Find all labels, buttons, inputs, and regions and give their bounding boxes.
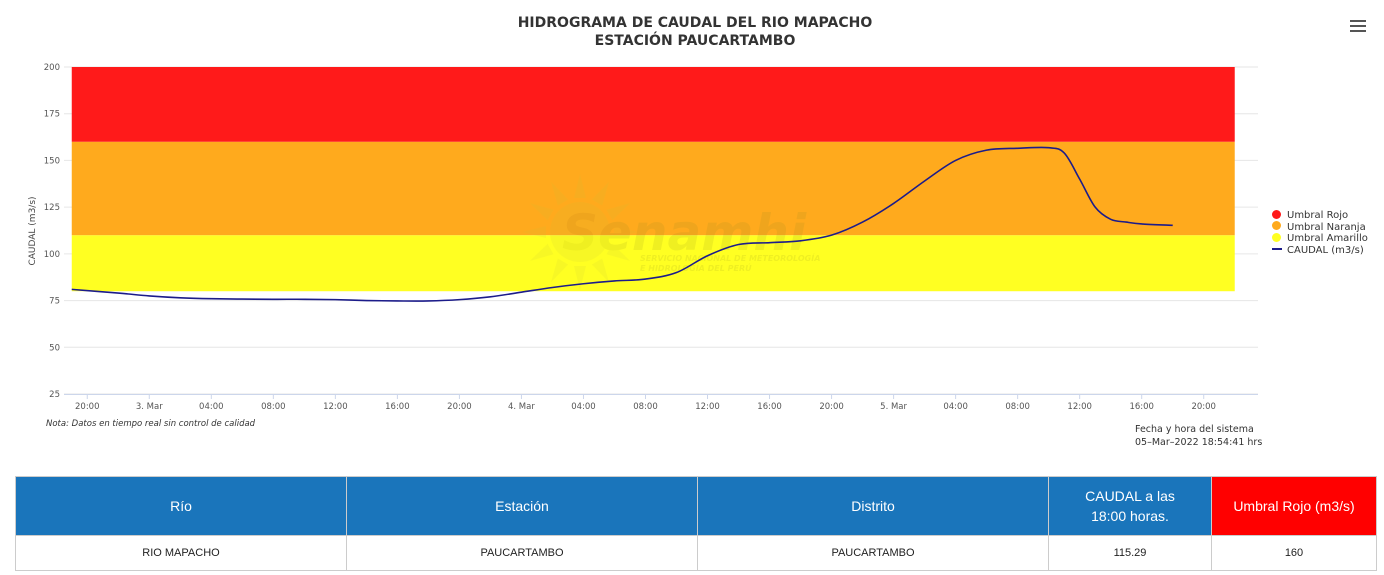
x-tick-label: 20:00 — [75, 402, 100, 412]
x-tick-label: 04:00 — [943, 402, 968, 412]
legend-item-umbral-rojo[interactable]: Umbral Rojo — [1272, 209, 1368, 222]
x-tick-label: 16:00 — [385, 402, 410, 412]
header-estacion: Estación — [346, 476, 698, 536]
system-time-value: 05–Mar–2022 18:54:41 hrs — [1135, 437, 1263, 448]
station-table: Río Estación Distrito CAUDAL a las 18:00 … — [15, 476, 1377, 571]
x-tick-label: 08:00 — [261, 402, 286, 412]
y-tick-label: 200 — [44, 63, 60, 73]
x-tick-label: 08:00 — [1005, 402, 1030, 412]
x-tick-label: 20:00 — [1191, 402, 1216, 412]
legend-label: CAUDAL (m3/s) — [1287, 244, 1364, 256]
y-tick-label: 50 — [49, 343, 60, 353]
legend-item-caudal[interactable]: CAUDAL (m3/s) — [1272, 245, 1368, 257]
cell-estacion: PAUCARTAMBO — [346, 535, 698, 571]
x-tick-label: 3. Mar — [136, 402, 163, 412]
x-tick-label: 12:00 — [1067, 402, 1092, 412]
x-tick-label: 20:00 — [819, 402, 844, 412]
table-row: RIO MAPACHO PAUCARTAMBO PAUCARTAMBO 115.… — [15, 535, 1377, 571]
chart-area: HIDROGRAMA DE CAUDAL DEL RIO MAPACHO EST… — [28, 15, 1368, 449]
axis-layer: 25 50 75 100 125 150 175 200 20:00 3. Mar 04:00 08:… — [44, 63, 1258, 412]
cell-distrito: PAUCARTAMBO — [697, 535, 1049, 571]
legend-item-umbral-naranja[interactable]: Umbral Naranja — [1272, 221, 1368, 234]
x-tick-label: 08:00 — [633, 402, 658, 412]
caudal-series-line — [71, 146, 1173, 302]
legend-item-umbral-amarillo[interactable]: Umbral Amarillo — [1272, 232, 1368, 245]
x-tick-label: 12:00 — [323, 402, 348, 412]
quality-note: Nota: Datos en tiempo real sin control d… — [46, 419, 256, 429]
x-tick-label: 12:00 — [695, 402, 720, 412]
chart-title: HIDROGRAMA DE CAUDAL DEL RIO MAPACHO — [517, 15, 873, 31]
header-caudal-line1: CAUDAL a las — [1085, 488, 1175, 504]
senamhi-watermark: Senamhi SERVICIO NACIONAL DE METEOROLOGÍ… — [522, 174, 820, 290]
legend-swatch — [1272, 247, 1282, 250]
x-tick-label: 4. Mar — [508, 402, 535, 412]
x-tick-label: 04:00 — [199, 402, 224, 412]
legend-label: Umbral Rojo — [1287, 210, 1349, 221]
system-time: Fecha y hora del sistema 05–Mar–2022 18:… — [1135, 423, 1262, 449]
header-umbral-rojo: Umbral Rojo (m3/s) — [1211, 476, 1377, 536]
legend-label: Umbral Amarillo — [1287, 233, 1368, 244]
header-caudal-line2: 18:00 horas. — [1091, 508, 1169, 524]
y-tick-label: 150 — [44, 156, 60, 166]
series-layer — [71, 146, 1173, 302]
threshold-band — [71, 67, 1235, 142]
watermark-line2: E HIDROLOGÍA DEL PERÚ — [640, 262, 752, 273]
legend-swatch — [1272, 209, 1281, 219]
hydrograph-plot: Senamhi SERVICIO NACIONAL DE METEOROLOGÍ… — [28, 63, 1258, 412]
y-tick-label: 175 — [44, 110, 60, 120]
y-tick-label: 25 — [49, 390, 60, 400]
legend-swatch — [1272, 232, 1281, 242]
hamburger-menu-icon[interactable] — [1350, 20, 1366, 34]
y-axis-label: CAUDAL (m3/s) — [28, 196, 38, 265]
x-tick-label: 16:00 — [757, 402, 782, 412]
x-tick-label: 20:00 — [447, 402, 472, 412]
watermark-brand: Senamhi — [562, 204, 807, 262]
cell-umbral: 160 — [1211, 535, 1377, 571]
x-tick-label: 5. Mar — [880, 402, 907, 412]
chart-subtitle: ESTACIÓN PAUCARTAMBO — [594, 33, 796, 49]
cell-caudal: 115.29 — [1048, 535, 1212, 571]
y-tick-label: 125 — [44, 203, 60, 213]
legend-label: Umbral Naranja — [1287, 221, 1366, 233]
header-caudal: CAUDAL a las 18:00 horas. — [1048, 476, 1212, 536]
cell-rio: RIO MAPACHO — [15, 535, 347, 571]
threshold-bands — [71, 67, 1235, 292]
watermark-line1: SERVICIO NACIONAL DE METEOROLOGÍA — [640, 252, 820, 263]
legend: Umbral Rojo Umbral Naranja Umbral Amaril… — [1272, 209, 1368, 257]
y-tick-label: 75 — [49, 297, 60, 307]
threshold-band — [71, 235, 1235, 292]
header-distrito: Distrito — [697, 476, 1049, 536]
x-tick-label: 04:00 — [571, 402, 596, 412]
threshold-band — [71, 141, 1235, 236]
x-tick-label: 16:00 — [1129, 402, 1154, 412]
system-time-label: Fecha y hora del sistema — [1135, 424, 1254, 435]
header-rio: Río — [15, 476, 347, 536]
table-header-row: Río Estación Distrito CAUDAL a las 18:00 … — [15, 476, 1377, 536]
y-tick-label: 100 — [44, 250, 60, 260]
legend-swatch — [1272, 221, 1281, 230]
